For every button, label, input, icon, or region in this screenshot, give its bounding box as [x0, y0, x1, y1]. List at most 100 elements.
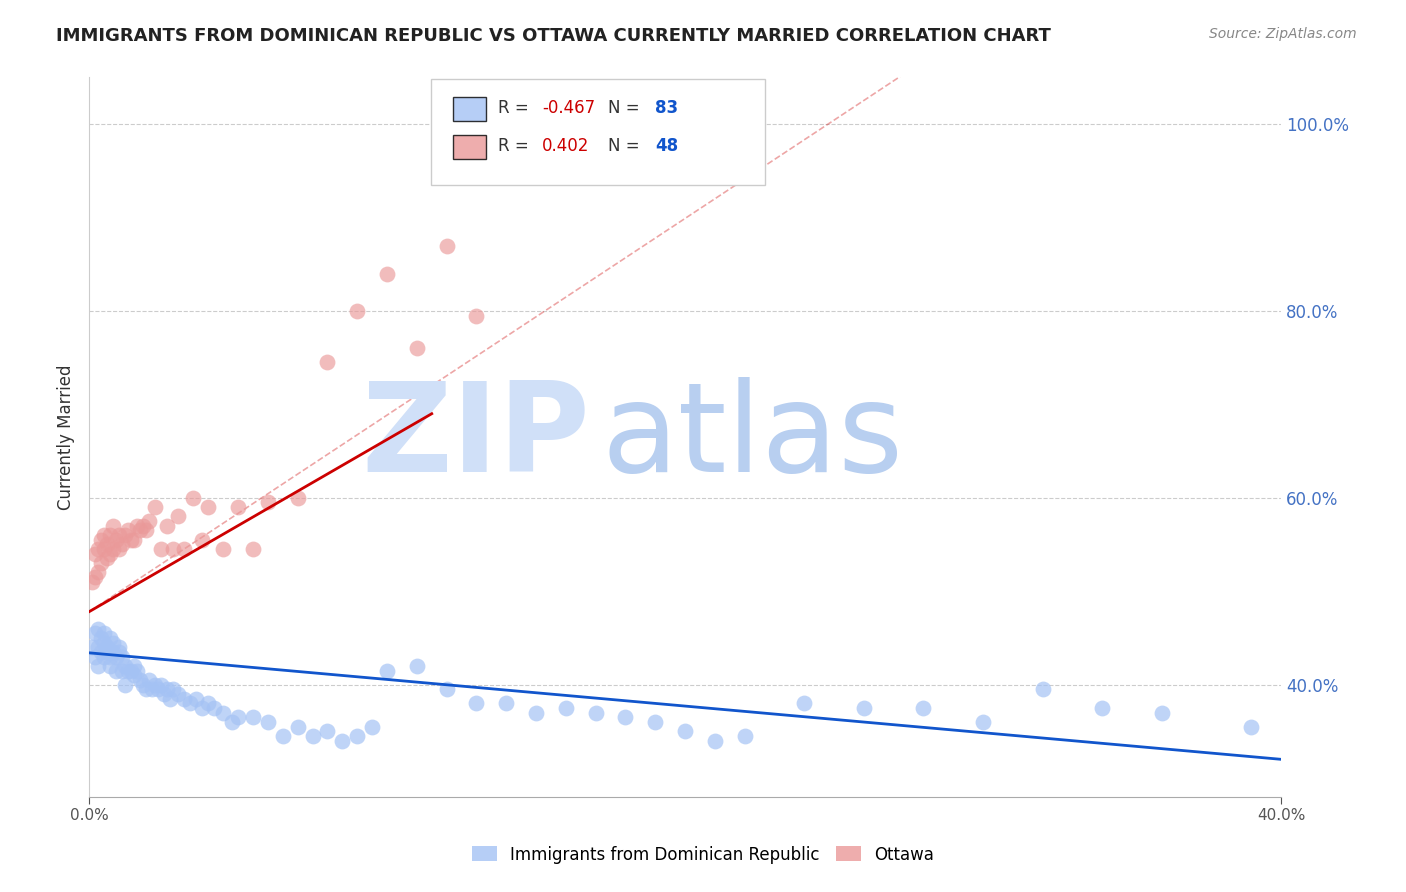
Point [87, 566, 110, 580]
Point [912, 701, 935, 715]
Point [226, 500, 249, 515]
Point [104, 533, 127, 547]
Point [135, 682, 157, 697]
Point [143, 677, 166, 691]
Point [316, 355, 339, 369]
Point [330, 733, 353, 747]
Point [197, 500, 219, 515]
Point [149, 542, 172, 557]
Point [287, 720, 309, 734]
Point [162, 682, 184, 697]
Point [179, 696, 201, 710]
Point [149, 677, 172, 691]
Point [173, 542, 195, 557]
Point [104, 664, 127, 678]
Point [117, 664, 139, 678]
Point [436, 238, 458, 252]
Point [90, 645, 112, 659]
Point [301, 729, 323, 743]
Point [155, 682, 177, 697]
Point [131, 518, 153, 533]
Point [257, 714, 280, 729]
Point [734, 729, 756, 743]
Point [84, 570, 107, 584]
Point [96, 537, 118, 551]
Point [120, 664, 142, 678]
Point [212, 542, 235, 557]
Text: 48: 48 [655, 137, 678, 155]
Point [138, 514, 160, 528]
Point [186, 691, 208, 706]
Point [80, 574, 103, 589]
Point [122, 668, 145, 682]
Point [162, 542, 184, 557]
Point [96, 551, 118, 566]
Point [96, 640, 118, 655]
Text: -0.467: -0.467 [541, 99, 595, 118]
Point [135, 524, 157, 538]
Point [1240, 720, 1263, 734]
Point [84, 626, 107, 640]
FancyBboxPatch shape [453, 97, 486, 120]
Point [1091, 701, 1114, 715]
Point [101, 635, 124, 649]
Point [202, 701, 225, 715]
Point [375, 267, 398, 281]
Point [242, 710, 264, 724]
Text: N =: N = [607, 99, 644, 118]
Point [98, 649, 121, 664]
Point [554, 701, 576, 715]
Point [108, 542, 131, 557]
Point [108, 528, 131, 542]
Point [191, 701, 214, 715]
Point [98, 547, 121, 561]
Point [257, 495, 280, 509]
Point [114, 528, 136, 542]
Point [1032, 682, 1054, 697]
Point [93, 626, 115, 640]
Point [287, 491, 309, 505]
Point [98, 659, 121, 673]
Text: 0.402: 0.402 [541, 137, 589, 155]
Text: N =: N = [607, 137, 644, 155]
Point [128, 673, 150, 687]
Point [316, 724, 339, 739]
Point [852, 701, 875, 715]
Point [143, 500, 166, 515]
Text: ZIP: ZIP [361, 376, 589, 498]
Point [793, 696, 815, 710]
Point [125, 664, 148, 678]
Point [191, 533, 214, 547]
Point [93, 528, 115, 542]
Point [346, 304, 368, 318]
Point [524, 706, 547, 720]
Point [141, 682, 163, 697]
Point [104, 649, 127, 664]
Point [159, 691, 181, 706]
Point [226, 710, 249, 724]
Point [87, 622, 110, 636]
Point [96, 645, 118, 659]
Point [405, 341, 427, 355]
Text: R =: R = [498, 137, 538, 155]
Text: 83: 83 [655, 99, 678, 118]
Point [111, 664, 134, 678]
Point [111, 649, 134, 664]
Point [108, 645, 131, 659]
Point [87, 659, 110, 673]
Point [183, 491, 205, 505]
Point [585, 706, 607, 720]
Point [271, 729, 294, 743]
FancyBboxPatch shape [432, 78, 765, 186]
Point [138, 673, 160, 687]
Point [465, 696, 488, 710]
Point [93, 635, 115, 649]
Point [167, 509, 190, 524]
Point [1150, 706, 1173, 720]
Point [117, 524, 139, 538]
Point [93, 649, 115, 664]
Text: atlas: atlas [602, 376, 904, 498]
Point [152, 687, 174, 701]
Point [465, 309, 488, 323]
Point [197, 696, 219, 710]
